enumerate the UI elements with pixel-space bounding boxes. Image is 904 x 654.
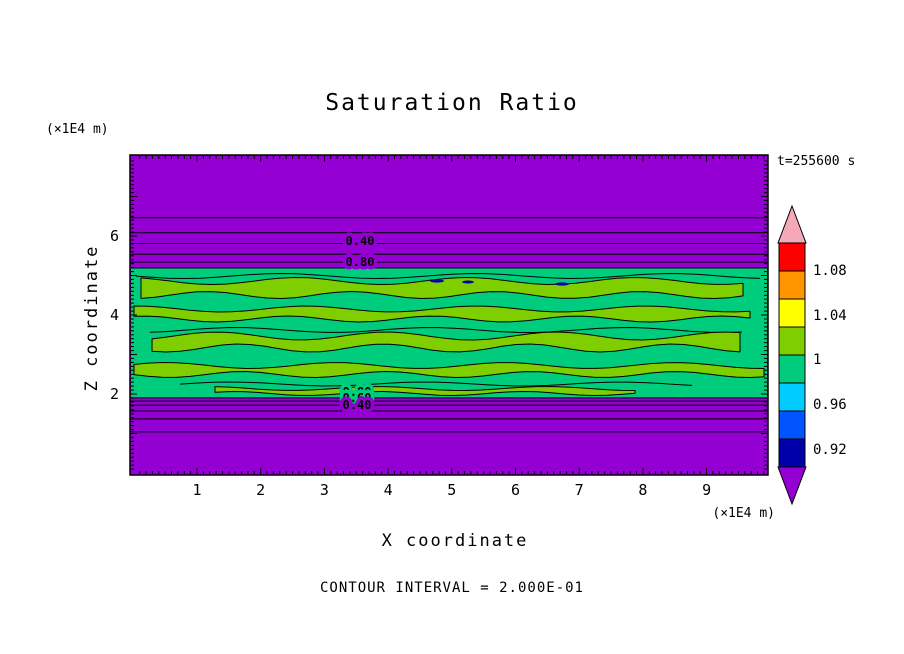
x-tick-label: 6 bbox=[511, 481, 520, 499]
x-tick-label: 8 bbox=[638, 481, 647, 499]
colorbar-segment-yellow bbox=[778, 298, 806, 328]
time-stamp-label: t=255600 s bbox=[777, 154, 855, 169]
contour-squiggle bbox=[135, 272, 761, 280]
inner-contour-squiggles bbox=[135, 272, 761, 387]
contour-label-bottom-080: 0.80 bbox=[343, 385, 372, 399]
colorbar-segment-spring-green bbox=[778, 354, 806, 384]
colorbar-segment-red bbox=[778, 242, 806, 272]
z-tick-label: 4 bbox=[110, 306, 119, 324]
colorbar-segment-navy bbox=[778, 438, 806, 468]
x-axis-unit-label: (×1E4 m) bbox=[712, 506, 775, 521]
contour-label-top-040: 0.40 bbox=[346, 234, 375, 248]
patch-blob bbox=[140, 277, 744, 299]
colorbar-tick-label: 1.04 bbox=[813, 308, 847, 324]
x-axis-title: X coordinate bbox=[382, 531, 529, 551]
contour-squiggle bbox=[149, 326, 743, 334]
colorbar-tick-label: 1 bbox=[813, 352, 821, 368]
x-tick-label: 9 bbox=[702, 481, 711, 499]
patch-blob bbox=[214, 386, 636, 396]
colorbar-tick-label: 0.92 bbox=[813, 442, 847, 458]
colorbar-segment-orange bbox=[778, 270, 806, 300]
contour-squiggle bbox=[179, 381, 693, 387]
tick-labels-group: 1 2 3 4 5 6 7 8 9 2 4 6 bbox=[110, 227, 711, 499]
speck bbox=[555, 282, 569, 286]
contour-label-bottom-040: 0.40 bbox=[343, 398, 372, 412]
x-tick-label: 7 bbox=[575, 481, 584, 499]
patch-blob bbox=[151, 331, 741, 353]
colorbar-arrow-up bbox=[777, 204, 807, 244]
colorbar-segment-blue bbox=[778, 410, 806, 440]
patch-blob bbox=[133, 362, 765, 378]
contour-label-top-080: 0.80 bbox=[346, 255, 375, 269]
chart-title: Saturation Ratio bbox=[325, 90, 579, 116]
x-tick-label: 3 bbox=[320, 481, 329, 499]
plot-area: 0.40 0.80 0.80 0.60 0.40 bbox=[129, 154, 769, 476]
patch-blob bbox=[133, 305, 751, 323]
plot-frame bbox=[129, 154, 769, 476]
x-tick-label: 5 bbox=[447, 481, 456, 499]
speck-group bbox=[430, 279, 569, 286]
speck bbox=[462, 280, 474, 284]
contour-label-bottom-060: 0.60 bbox=[343, 391, 372, 405]
colorbar: 1.08 1.04 1 0.96 0.92 bbox=[777, 204, 847, 506]
y-axis-title: Z coordinate bbox=[82, 245, 102, 392]
band-edge-lines bbox=[131, 267, 767, 399]
colorbar-tick-label: 1.08 bbox=[813, 263, 847, 279]
colorbar-segment-chartreuse bbox=[778, 326, 806, 356]
y-axis-unit-label: (×1E4 m) bbox=[46, 122, 109, 137]
colorbar-arrow-down bbox=[777, 466, 807, 506]
x-tick-label: 4 bbox=[384, 481, 393, 499]
z-tick-label: 6 bbox=[110, 227, 119, 245]
colorbar-labels: 1.08 1.04 1 0.96 0.92 bbox=[813, 263, 847, 458]
colorbar-tick-label: 0.96 bbox=[813, 397, 847, 413]
x-tick-label: 2 bbox=[256, 481, 265, 499]
contour-interval-caption: CONTOUR INTERVAL = 2.000E-01 bbox=[320, 580, 584, 596]
x-tick-label: 1 bbox=[192, 481, 201, 499]
axis-ticks-group bbox=[131, 156, 767, 474]
colorbar-segment-cyan bbox=[778, 382, 806, 412]
contour-lines-group bbox=[131, 217, 767, 433]
patch-region bbox=[133, 277, 765, 396]
colorbar-segments bbox=[778, 242, 806, 468]
speck bbox=[430, 279, 444, 283]
z-tick-label: 2 bbox=[110, 385, 119, 403]
